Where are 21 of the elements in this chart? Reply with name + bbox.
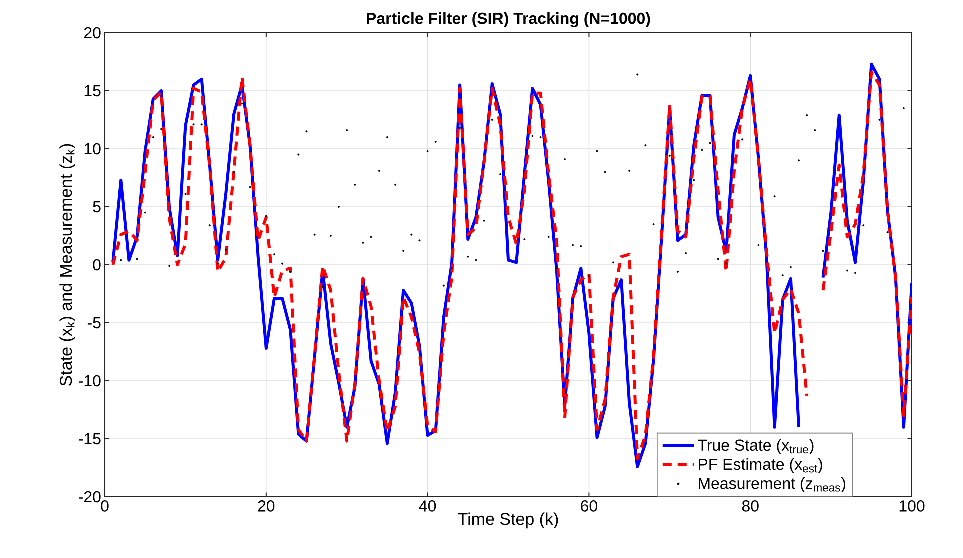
y-tick-label: 5 [93, 201, 101, 213]
y-axis-title: State (x$_{k}$) and Measurement (z$_{k}$) [60, 144, 76, 386]
y-tick-label: -20 [79, 491, 101, 503]
x-tick-label: 40 [419, 500, 436, 512]
x-tick-label: 80 [742, 500, 759, 512]
legend-label: PF Estimate (x$_{est}$) [699, 458, 822, 474]
y-tick-label: -10 [79, 375, 101, 387]
x-tick-label: 20 [258, 500, 275, 512]
y-tick-label: -5 [88, 317, 101, 329]
x-axis-title: Time Step (k) [458, 512, 558, 529]
x-tick-label: 100 [900, 500, 925, 512]
legend-label: Measurement (z$_{meas}$) [699, 478, 846, 492]
y-tick-label: 20 [84, 27, 101, 39]
chart-title: Particle Filter (SIR) Tracking (N=1000) [367, 12, 650, 28]
y-tick-label: 15 [84, 85, 101, 97]
legend-label: True State (x$_{true}$) [698, 439, 814, 454]
x-tick-label: 60 [581, 500, 598, 512]
x-tick-label: 0 [101, 500, 109, 512]
y-tick-label: 10 [84, 143, 101, 155]
y-tick-label: -15 [79, 433, 101, 445]
y-tick-label: 0 [93, 259, 101, 271]
